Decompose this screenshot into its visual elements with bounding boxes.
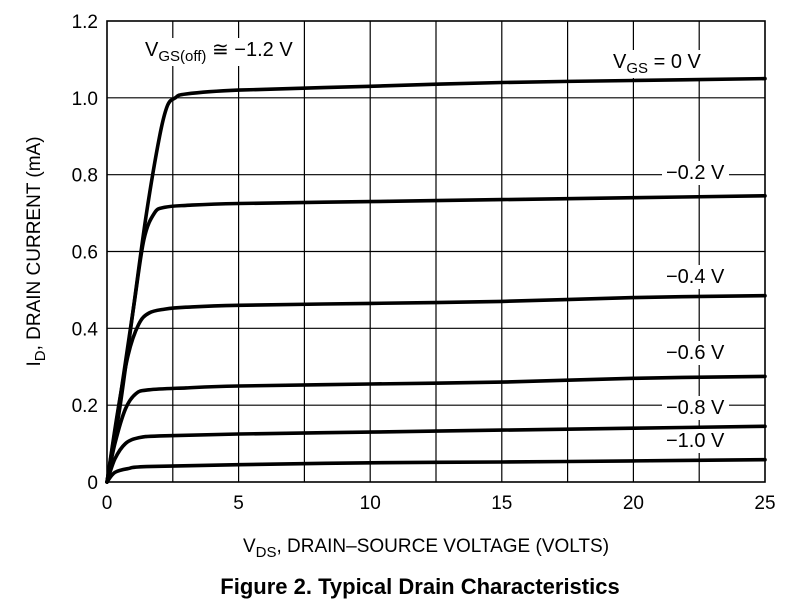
- y-tick-label: 0.6: [72, 243, 98, 264]
- series-curve: [105, 457, 767, 484]
- figure-caption: Figure 2. Typical Drain Characteristics: [220, 574, 619, 599]
- series-curve: [105, 424, 767, 484]
- x-axis-label-subscript: DS: [256, 544, 277, 561]
- curve-label-background: [662, 265, 730, 289]
- x-tick-label: 10: [360, 493, 381, 514]
- curve-label-background: [662, 161, 730, 185]
- curve-label-background: [662, 396, 730, 420]
- curve-label-backgrounds: [141, 38, 730, 453]
- y-axis-label-subscript: D: [32, 350, 49, 361]
- plot-area-frame: [106, 20, 766, 483]
- x-tick-label: 25: [754, 493, 775, 514]
- curve-labels: VGS = 0 V −0.2 V −0.4 V −0.6 V −0.8 V −1.0 V: [613, 51, 725, 452]
- curve-label-background: [662, 429, 730, 453]
- axis-tick-labels: 0 5 10 15 20 25 0 0.2 0.4 0.6 0.8 1.0 1.2: [72, 12, 776, 514]
- x-tick-label: 20: [623, 493, 644, 514]
- x-tick-label: 5: [233, 493, 244, 514]
- series-curves: [105, 76, 767, 484]
- curve-label-rest: −0.8 V: [666, 397, 725, 419]
- curve-label-background: [609, 50, 706, 78]
- y-tick-label: 0: [87, 473, 98, 494]
- annotation-background: [141, 38, 298, 66]
- y-tick-label: 1.2: [72, 12, 98, 33]
- x-axis-label-main: V: [243, 536, 256, 557]
- curve-label: VGS = 0 V: [613, 51, 702, 77]
- curve-label: −0.8 V: [666, 397, 725, 419]
- curve-label-rest: = 0 V: [648, 51, 701, 73]
- annotation-main: V: [145, 39, 159, 61]
- x-axis-label-rest: , DRAIN–SOURCE VOLTAGE (VOLTS): [276, 536, 609, 557]
- curve-label: −0.6 V: [666, 342, 725, 364]
- annotation-subscript: GS(off): [158, 48, 206, 65]
- curve-label-subscript: GS: [626, 60, 648, 77]
- curve-label: −0.2 V: [666, 162, 725, 184]
- x-tick-label: 15: [491, 493, 512, 514]
- curve-label: −0.4 V: [666, 266, 725, 288]
- x-axis-label: VDS, DRAIN–SOURCE VOLTAGE (VOLTS): [243, 536, 609, 561]
- curve-label-rest: −0.4 V: [666, 266, 725, 288]
- y-tick-label: 0.8: [72, 166, 98, 187]
- x-tick-label: 0: [102, 493, 113, 514]
- grid-lines: [107, 21, 765, 482]
- series-curve: [105, 194, 767, 484]
- y-tick-label: 0.2: [72, 396, 98, 417]
- curve-label-main: V: [613, 51, 627, 73]
- y-axis-label: ID, DRAIN CURRENT (mA): [24, 136, 49, 366]
- curve-label-rest: −0.6 V: [666, 342, 725, 364]
- curve-label-rest: −0.2 V: [666, 162, 725, 184]
- curve-label-rest: −1.0 V: [666, 430, 725, 452]
- vgs-off-annotation: VGS(off) ≅ −1.2 V: [145, 39, 293, 65]
- y-axis-label-rest: , DRAIN CURRENT (mA): [24, 136, 45, 350]
- series-curve: [105, 374, 767, 484]
- y-axis-label-main: I: [24, 361, 45, 366]
- y-tick-label: 0.4: [72, 319, 99, 340]
- curve-label-background: [662, 341, 730, 365]
- y-tick-label: 1.0: [72, 89, 98, 110]
- series-curve: [105, 293, 767, 484]
- annotation-rest: ≅ −1.2 V: [206, 39, 293, 61]
- curve-label: −1.0 V: [666, 430, 725, 452]
